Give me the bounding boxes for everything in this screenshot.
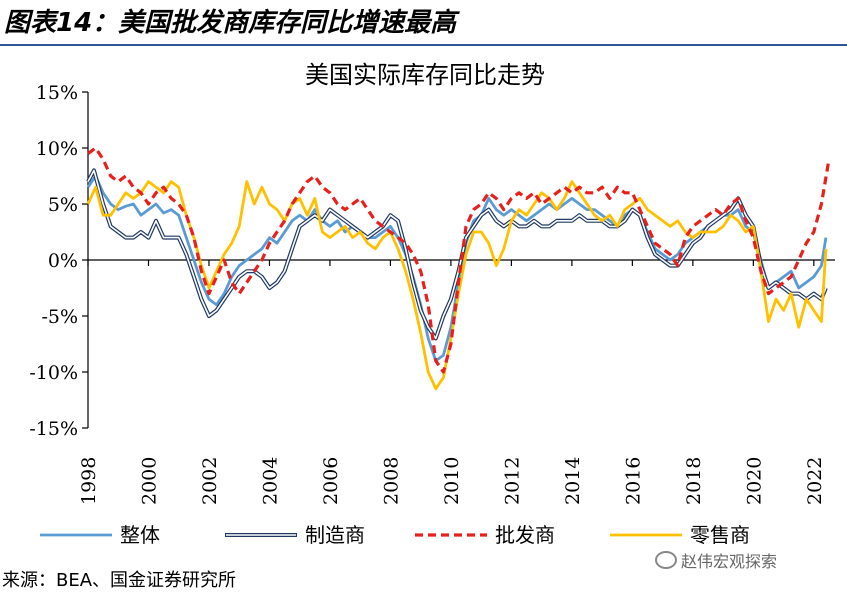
legend-label-4: 零售商	[690, 523, 750, 547]
x-tick-label: 2012	[501, 457, 523, 505]
x-tick-label: 2008	[380, 457, 402, 505]
series-layer	[86, 146, 831, 391]
x-tick-label: 2004	[259, 457, 281, 505]
y-tick-label: -5%	[41, 306, 78, 328]
x-tick-label: 2006	[320, 457, 342, 505]
y-tick-label: -15%	[29, 418, 78, 440]
x-tick-label: 2000	[138, 457, 160, 505]
x-tick-label: 2016	[622, 457, 644, 505]
y-tick-label: -10%	[29, 362, 78, 384]
y-tick-label: 5%	[48, 194, 78, 216]
x-tick-label: 1998	[78, 457, 100, 505]
x-tick-label: 2018	[683, 457, 705, 505]
x-tick-label: 2020	[743, 457, 765, 505]
chart-title: 美国实际库存同比走势	[305, 61, 545, 89]
y-axis: 15% 10% 5% 0% -5% -10% -15%	[29, 82, 88, 440]
series-line-3	[87, 146, 831, 374]
figure-title: 图表14：美国批发商库存同比增速最高	[4, 8, 457, 38]
y-tick-label: 0%	[48, 250, 78, 272]
x-tick-label: 2010	[441, 457, 463, 505]
x-tick-label: 2022	[804, 457, 826, 505]
series-line-1	[86, 174, 828, 363]
y-tick-label: 15%	[36, 82, 78, 104]
legend-label-1: 整体	[120, 523, 160, 547]
x-tick-label: 2014	[562, 457, 584, 505]
title-rule	[0, 44, 847, 46]
legend: 整体 制造商 批发商 零售商	[40, 523, 750, 547]
wechat-icon	[655, 551, 677, 569]
x-axis: 1998 2000 2002 2004 2006 2008 2010 2012 2014 2016…	[78, 260, 826, 505]
legend-label-2: 制造商	[305, 523, 365, 547]
watermark: 赵伟宏观探索	[655, 548, 777, 572]
watermark-text: 赵伟宏观探索	[681, 552, 778, 571]
legend-label-3: 批发商	[495, 523, 555, 547]
source-note: 来源：BEA、国金证券研究所	[2, 570, 237, 591]
y-tick-label: 10%	[36, 138, 78, 160]
x-tick-label: 2002	[199, 457, 221, 505]
